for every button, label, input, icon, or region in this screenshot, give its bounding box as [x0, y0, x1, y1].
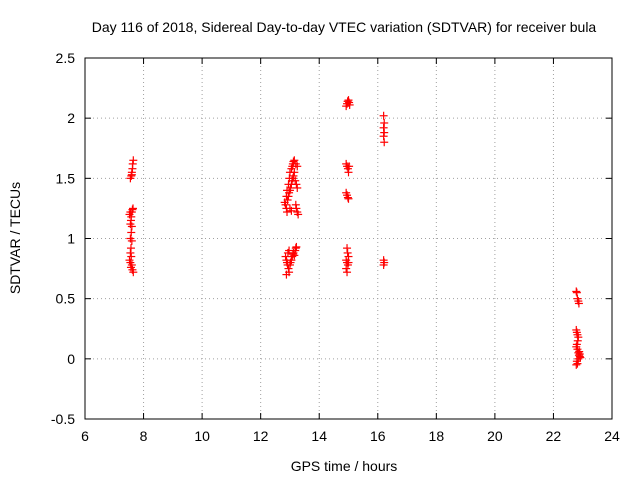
data-point: [285, 246, 294, 255]
x-tick-label: 18: [429, 428, 445, 444]
data-point: [291, 176, 300, 185]
data-point: [289, 171, 298, 180]
data-points: [125, 96, 585, 369]
data-point: [379, 260, 388, 269]
x-tick-label: 14: [311, 428, 327, 444]
data-point: [379, 111, 388, 120]
data-point: [380, 138, 389, 147]
x-tick-labels: 6 8 10 12 14 16 18 20 22 24: [81, 428, 620, 444]
x-tick-label: 20: [487, 428, 503, 444]
data-point: [293, 162, 302, 171]
chart-title: Day 116 of 2018, Sidereal Day-to-day VTE…: [92, 19, 597, 35]
x-tick-label: 6: [81, 428, 89, 444]
y-tick-label: 1.5: [56, 170, 76, 186]
data-point: [344, 194, 353, 203]
x-tick-label: 16: [370, 428, 386, 444]
data-point: [127, 228, 136, 237]
y-tick-label: 2: [67, 110, 75, 126]
data-point: [343, 268, 352, 277]
data-point: [282, 270, 291, 279]
y-axis-label: SDTVAR / TECUs: [7, 182, 23, 294]
data-point: [294, 210, 303, 219]
data-point: [281, 200, 290, 209]
grid-lines: [85, 58, 612, 419]
data-point: [292, 180, 301, 189]
data-point: [342, 264, 351, 273]
data-point: [129, 268, 138, 277]
x-tick-label: 10: [194, 428, 210, 444]
y-tick-labels: -0.5 0 0.5 1 1.5 2 2.5: [51, 50, 75, 427]
x-tick-label: 24: [604, 428, 620, 444]
data-point: [345, 100, 354, 109]
plot-frame: [84, 57, 613, 420]
data-point: [343, 97, 352, 106]
data-point: [287, 206, 296, 215]
x-tick-label: 22: [546, 428, 562, 444]
y-tick-label: -0.5: [51, 411, 75, 427]
data-point: [575, 350, 584, 359]
data-point: [127, 236, 136, 245]
data-point: [345, 162, 354, 171]
data-point: [129, 204, 138, 213]
y-tick-label: 0: [67, 351, 75, 367]
y-tick-label: 1: [67, 231, 75, 247]
data-point: [574, 299, 583, 308]
x-axis-label: GPS time / hours: [291, 458, 398, 474]
data-point: [285, 174, 294, 183]
data-point: [283, 186, 292, 195]
x-tick-label: 8: [140, 428, 148, 444]
data-point: [290, 156, 299, 165]
data-point: [127, 170, 136, 179]
data-point: [344, 258, 353, 267]
data-point: [129, 156, 138, 165]
data-point: [572, 360, 581, 369]
data-point: [573, 336, 582, 345]
data-point: [290, 251, 299, 260]
data-point: [284, 180, 293, 189]
data-point: [343, 248, 352, 257]
data-point: [126, 248, 135, 257]
data-point: [287, 256, 296, 265]
data-point: [293, 183, 302, 192]
data-point: [283, 195, 292, 204]
data-point: [127, 252, 136, 261]
y-tick-label: 2.5: [56, 50, 76, 66]
y-tick-label: 0.5: [56, 291, 76, 307]
axis-ticks: [84, 57, 613, 420]
x-tick-label: 12: [253, 428, 269, 444]
data-point: [292, 242, 301, 251]
data-point: [573, 359, 582, 368]
